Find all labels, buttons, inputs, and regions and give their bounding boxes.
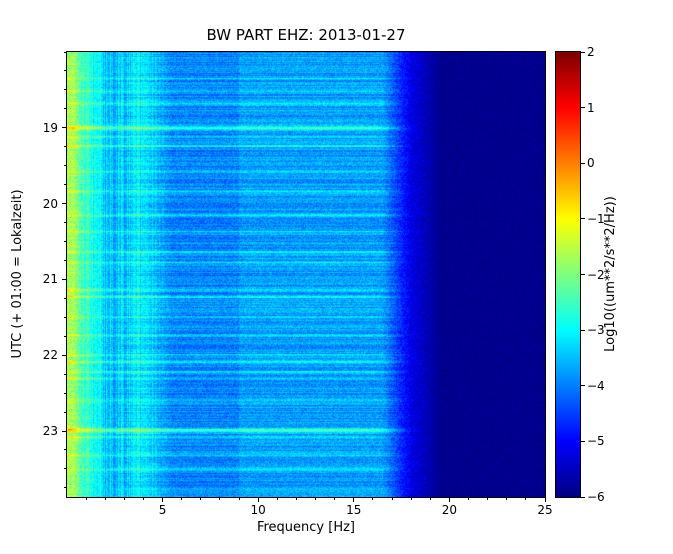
y-minor-tick: [64, 468, 66, 470]
y-tick-label: 20: [42, 196, 58, 211]
y-tick-label: 23: [42, 424, 58, 439]
y-minor-tick: [64, 108, 66, 110]
colorbar-tick-label: −4: [587, 378, 605, 393]
x-minor-tick: [315, 498, 317, 500]
x-minor-tick: [123, 498, 125, 500]
chart-title: BW PART EHZ: 2013-01-27: [206, 26, 406, 44]
x-minor-tick: [468, 498, 470, 500]
x-minor-tick: [276, 498, 278, 500]
x-minor-tick: [295, 498, 297, 500]
x-tick-label: 10: [250, 503, 266, 517]
colorbar-tick-label: −6: [587, 490, 605, 504]
x-tick-label: 5: [158, 503, 167, 517]
x-minor-tick: [334, 498, 336, 500]
colorbar-tick: [581, 496, 585, 498]
y-minor-tick: [64, 184, 66, 186]
x-minor-tick: [200, 498, 202, 500]
x-tick-label: 20: [441, 503, 458, 517]
y-tick-label: 22: [42, 348, 58, 363]
y-tick: [62, 278, 66, 280]
x-minor-tick: [372, 498, 374, 500]
x-minor-tick: [391, 498, 393, 500]
x-minor-tick: [506, 498, 508, 500]
colorbar-tick-label: −3: [587, 323, 605, 338]
colorbar-tick: [581, 218, 585, 220]
y-minor-tick: [64, 335, 66, 337]
colorbar-tick: [581, 274, 585, 275]
y-minor-tick: [64, 51, 66, 53]
y-minor-tick: [64, 411, 66, 413]
colorbar-gradient: [555, 51, 581, 498]
y-minor-tick: [64, 373, 66, 375]
colorbar-tick-label: −1: [587, 211, 605, 226]
colorbar-tick-label: −2: [587, 267, 605, 282]
colorbar-tick: [581, 440, 585, 442]
y-tick: [62, 354, 66, 356]
x-axis-label: Frequency [Hz]: [256, 520, 356, 535]
y-minor-tick: [64, 70, 66, 72]
colorbar-tick: [581, 51, 585, 53]
x-tick: [257, 498, 259, 502]
x-minor-tick: [410, 498, 412, 500]
y-minor-tick: [64, 259, 66, 261]
y-minor-tick: [64, 449, 66, 451]
x-tick: [448, 498, 450, 502]
x-tick: [353, 498, 355, 502]
colorbar-tick-label: 2: [587, 45, 595, 59]
x-minor-tick: [219, 498, 221, 500]
colorbar-tick: [581, 329, 585, 331]
y-minor-tick: [64, 89, 66, 91]
x-minor-tick: [487, 498, 489, 500]
y-tick: [62, 203, 66, 205]
colorbar-tick-label: 0: [587, 156, 595, 171]
y-minor-tick: [64, 316, 66, 318]
spectrogram-heatmap: [66, 51, 546, 498]
colorbar-tick: [581, 107, 585, 109]
y-tick: [62, 127, 66, 129]
x-minor-tick: [429, 498, 431, 500]
y-minor-tick: [64, 146, 66, 148]
x-tick: [544, 498, 546, 502]
colorbar-tick: [581, 385, 585, 387]
y-minor-tick: [64, 392, 66, 394]
x-minor-tick: [85, 498, 87, 500]
y-tick-label: 19: [42, 120, 58, 135]
colorbar-tick-label: 1: [587, 100, 595, 115]
y-minor-tick: [64, 241, 66, 243]
x-minor-tick: [104, 498, 106, 500]
y-minor-tick: [64, 297, 66, 299]
colorbar-tick: [581, 162, 585, 164]
y-tick-label: 21: [42, 272, 58, 287]
x-minor-tick: [142, 498, 144, 500]
x-tick-label: 25: [537, 503, 553, 517]
y-tick: [62, 430, 66, 432]
colorbar-tick-label: −5: [587, 434, 605, 449]
x-tick-label: 15: [346, 503, 362, 517]
x-tick: [162, 498, 164, 502]
y-minor-tick: [64, 165, 66, 167]
x-minor-tick: [238, 498, 240, 500]
x-minor-tick: [181, 498, 183, 500]
y-minor-tick: [64, 222, 66, 224]
x-minor-tick: [525, 498, 527, 500]
y-minor-tick: [64, 487, 66, 489]
